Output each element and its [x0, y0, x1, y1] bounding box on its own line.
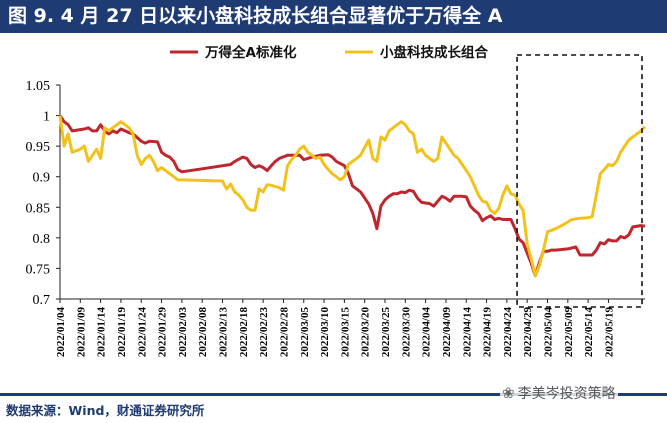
x-tick-label: 2022/04/14 — [461, 307, 473, 358]
x-tick-label: 2022/04/19 — [482, 307, 494, 358]
wechat-icon: ❀ — [502, 384, 515, 402]
x-tick-label: 2022/03/10 — [319, 307, 331, 358]
y-tick-label: 0.9 — [33, 171, 51, 186]
x-tick-label: 2022/02/23 — [258, 307, 270, 358]
series-line-wind-a — [58, 114, 646, 278]
x-tick-label: 2022/03/15 — [339, 307, 351, 358]
x-tick-label: 2022/01/04 — [55, 307, 67, 358]
y-tick-label: 0.7 — [33, 293, 51, 308]
x-tick-label: 2022/03/30 — [400, 307, 412, 358]
x-tick-label: 2022/04/24 — [502, 307, 514, 358]
watermark: ❀ 李美岑投资策略 — [500, 383, 618, 403]
x-tick-label: 2022/01/14 — [96, 307, 108, 358]
x-tick-label: 2022/02/28 — [278, 307, 290, 358]
legend-label-wind-a: 万得全A标准化 — [204, 44, 297, 61]
x-tick-label: 2022/03/05 — [299, 307, 311, 358]
y-tick-label: 0.85 — [26, 201, 51, 216]
x-tick-label: 2022/03/20 — [360, 307, 372, 358]
y-tick-label: 1.05 — [26, 79, 51, 94]
x-tick-label: 2022/04/29 — [522, 307, 534, 358]
x-tick-label: 2022/02/18 — [238, 307, 250, 358]
series-line-small-cap-tech — [58, 115, 647, 278]
source-note: 数据来源：Wind，财通证券研究所 — [6, 403, 205, 418]
x-tick-label: 2022/01/19 — [116, 307, 128, 358]
y-tick-label: 1 — [43, 110, 50, 125]
legend: 万得全A标准化 小盘科技成长组合 — [170, 44, 488, 61]
axes: 0.7 0.75 0.8 0.85 0.9 0.95 1 1.05 2022/01/04 2022… — [26, 79, 645, 358]
x-tick-label: 2022/01/29 — [157, 307, 169, 358]
x-tick-label: 2022/02/13 — [218, 307, 230, 358]
x-tick-label: 2022/01/24 — [136, 307, 148, 358]
x-tick-label: 2022/05/09 — [563, 307, 575, 358]
line-chart: 万得全A标准化 小盘科技成长组合 0.7 0.75 0.8 0.85 0.9 0.95 1 1… — [26, 44, 647, 358]
y-tick-label: 0.75 — [26, 262, 51, 277]
x-tick-label: 2022/05/04 — [543, 307, 555, 358]
x-tick-label: 2022/02/03 — [177, 307, 189, 358]
x-tick-label: 2022/05/14 — [583, 307, 595, 358]
watermark-text: 李美岑投资策略 — [517, 386, 616, 402]
legend-label-small-cap-tech: 小盘科技成长组合 — [380, 44, 488, 61]
x-tick-label: 2022/03/25 — [380, 307, 392, 358]
x-tick-label: 2022/05/19 — [603, 307, 615, 358]
x-tick-label: 2022/04/04 — [421, 307, 433, 358]
x-tick-label: 2022/04/09 — [441, 307, 453, 358]
y-tick-label: 0.8 — [33, 232, 51, 247]
series-layer — [58, 114, 647, 278]
x-tick-label: 2022/01/09 — [75, 307, 87, 358]
footer-divider — [0, 393, 667, 396]
y-tick-label: 0.95 — [26, 140, 51, 155]
chart-title: 图 9. 4 月 27 日以来小盘科技成长组合显著优于万得全 A — [0, 0, 667, 33]
x-tick-label: 2022/02/08 — [197, 307, 209, 358]
